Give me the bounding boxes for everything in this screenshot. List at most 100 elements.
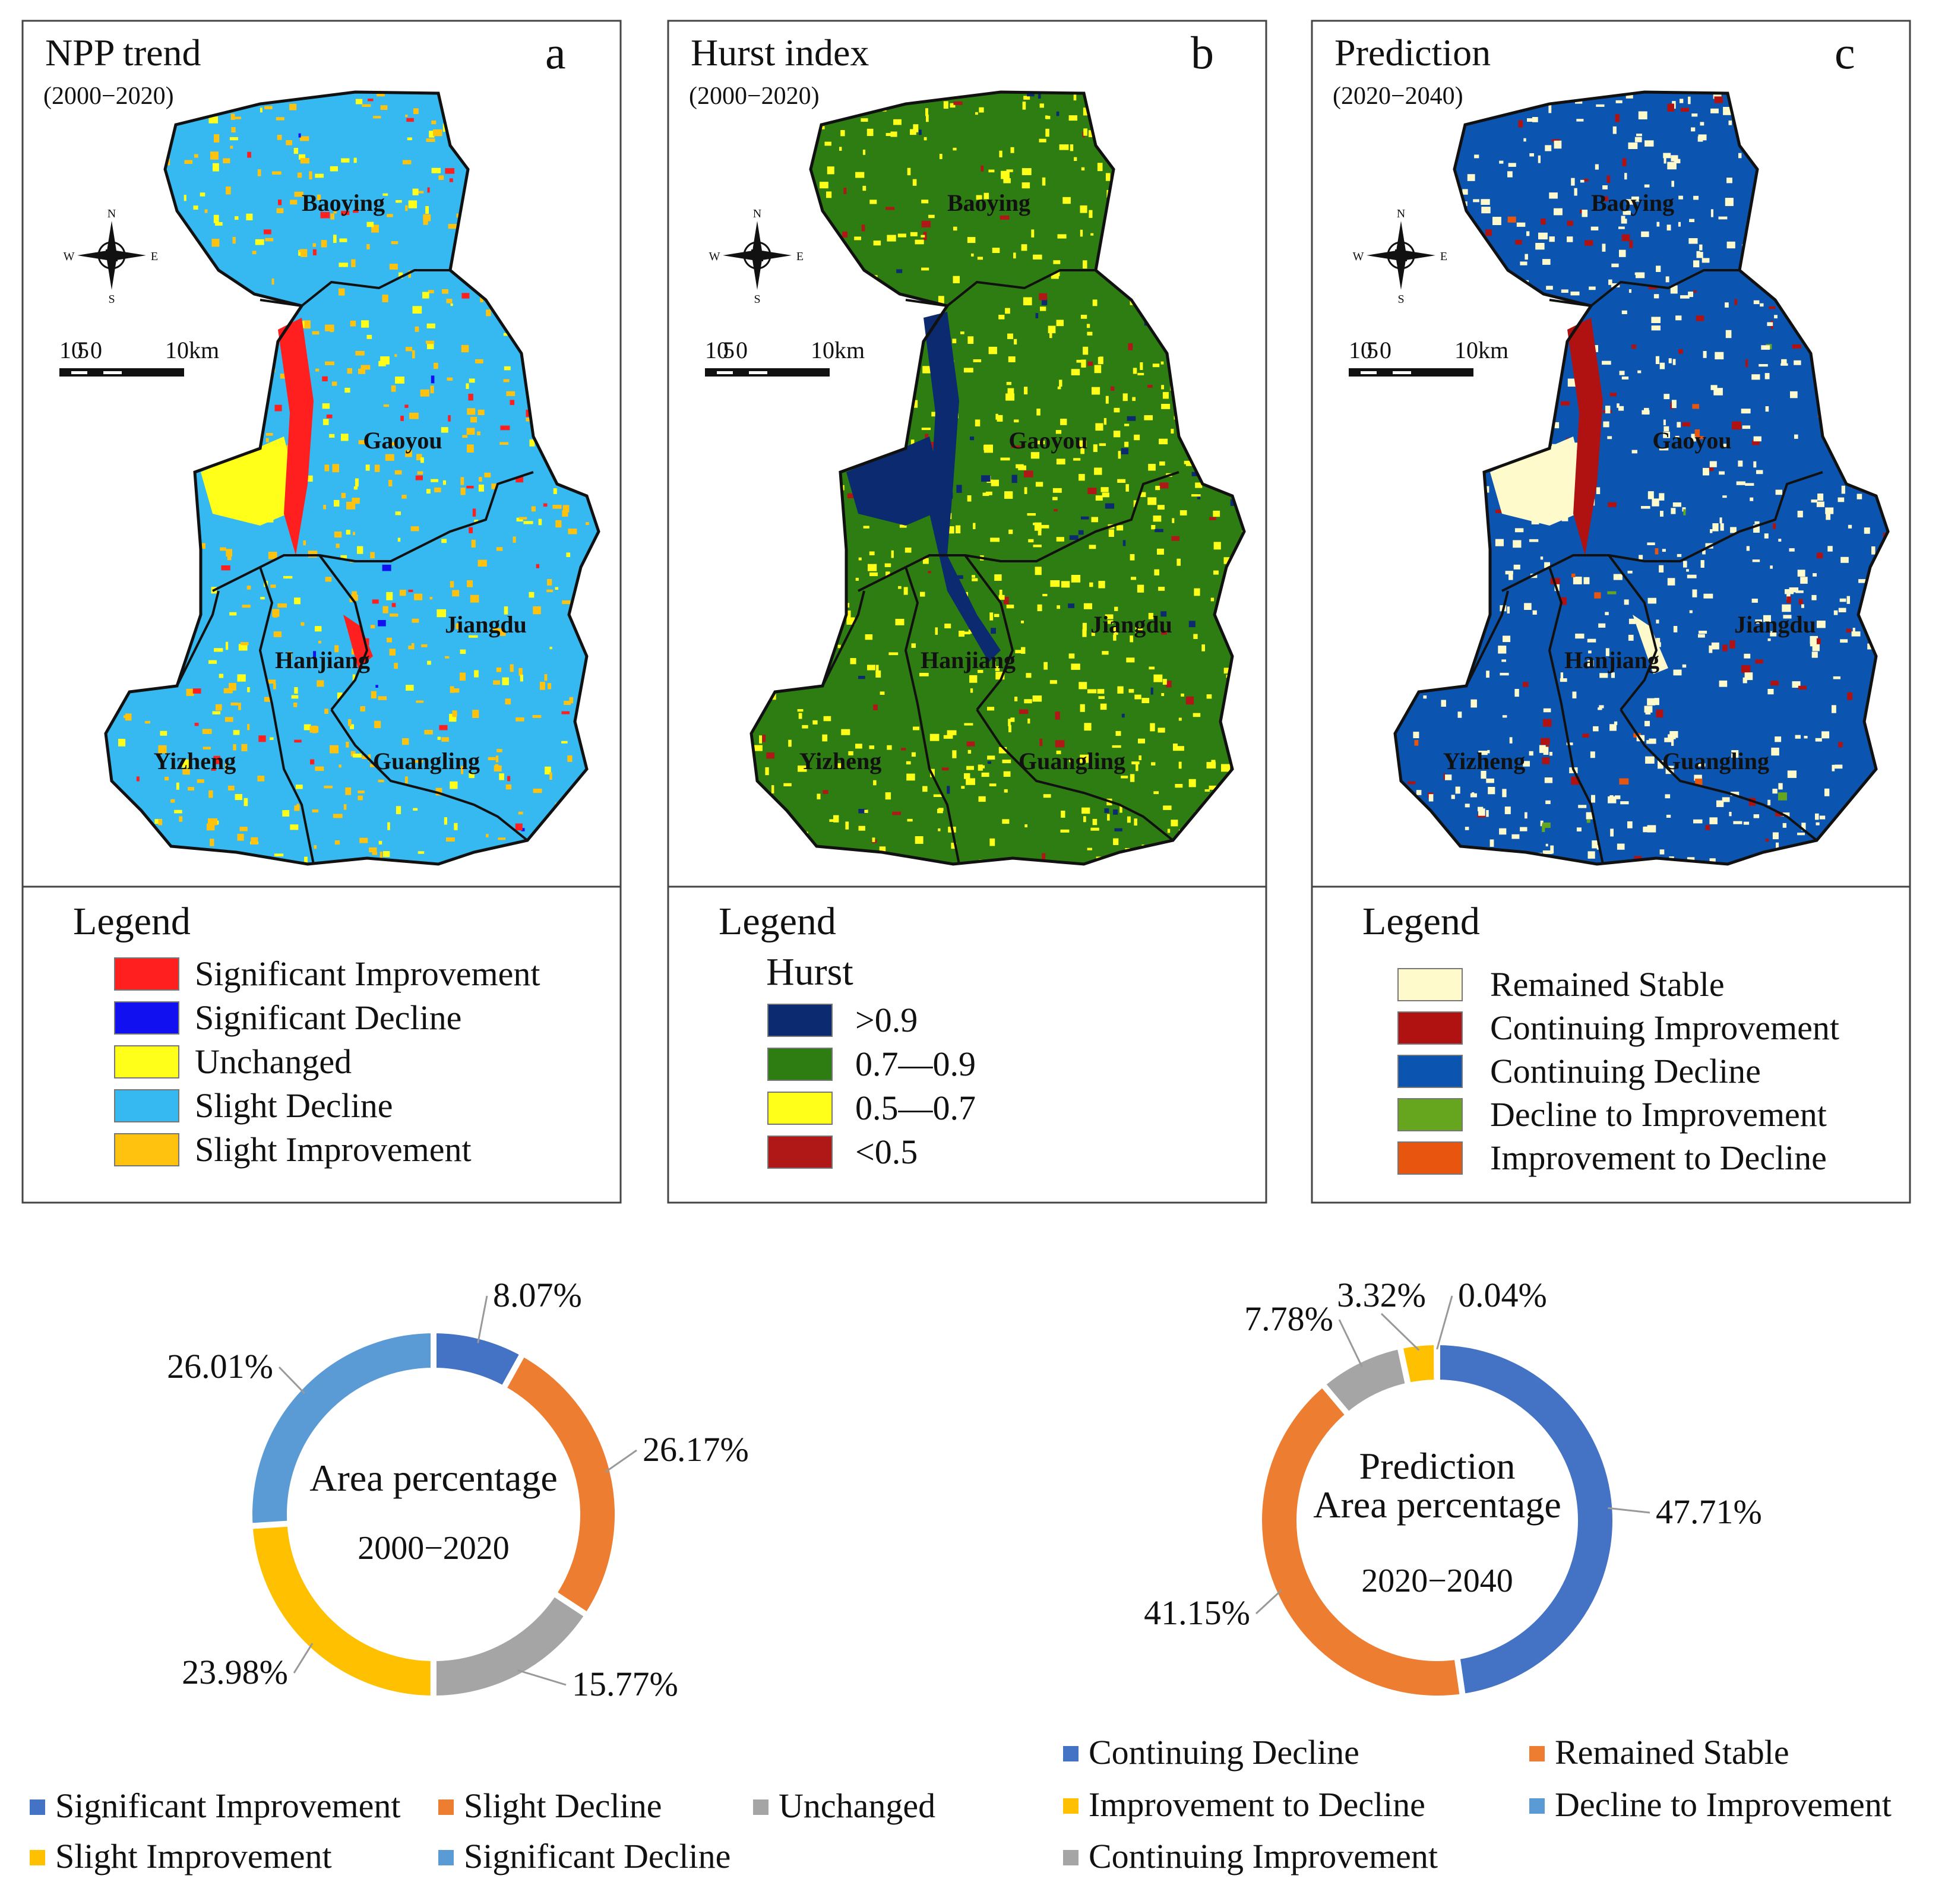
scale-bar-segment <box>717 371 733 374</box>
compass-s: S <box>754 293 760 306</box>
county-label: Baoying <box>302 189 385 216</box>
county-label: Yizheng <box>154 748 236 774</box>
county-label: Yizheng <box>799 748 882 774</box>
north-arrow: N S E W <box>709 207 804 306</box>
scale-label: 0 <box>90 337 102 363</box>
legend-swatch <box>114 1001 179 1035</box>
donut-chart-2: 47.71% 41.15% 7.78%3.32% 0.04% PredictionAre… <box>1063 1276 1892 1875</box>
legend-label: Significant Decline <box>195 998 461 1037</box>
legend-label: Continuing Decline <box>1490 1052 1761 1090</box>
county-border <box>976 709 1174 842</box>
county-border <box>1620 709 1818 842</box>
scale-bar-segment <box>1393 371 1411 374</box>
legend-swatch <box>767 1136 833 1169</box>
water-body <box>201 437 302 526</box>
scale-label: 5 <box>1367 337 1378 363</box>
county-label: Gaoyou <box>1008 427 1087 454</box>
county-border <box>858 471 1179 592</box>
legend-label: Slight Improvement <box>195 1130 472 1169</box>
legend-swatch <box>1397 1141 1463 1175</box>
leader-line <box>1436 1295 1453 1350</box>
donut-slice-remained-stable <box>1256 1380 1466 1701</box>
donut-slice-continuing-decline <box>1434 1339 1619 1700</box>
scale-label: 0 <box>1380 337 1391 363</box>
legend-swatch <box>767 1004 833 1037</box>
water-body <box>1567 318 1603 555</box>
donut-legend-swatch <box>438 1799 454 1815</box>
scale-bar: 105 0 10km <box>59 337 219 377</box>
panel-letter: a <box>545 27 566 78</box>
county-border <box>1501 471 1823 592</box>
panel-period: (2000−2020) <box>43 83 174 110</box>
county-label: Jiangdu <box>445 611 527 638</box>
county-label: Yizheng <box>1443 748 1526 774</box>
compass-e: E <box>796 250 804 263</box>
county-label: Baoying <box>947 189 1030 216</box>
donut-legend-label: Significant Decline <box>464 1837 730 1875</box>
water-body <box>278 318 314 555</box>
county-border <box>1548 567 1604 865</box>
leader-line <box>477 1295 488 1343</box>
donut-title: Area percentage <box>1313 1484 1561 1526</box>
panel-c: Baoying Gaoyou Jiangdu Hanjiang Yizheng Guang… <box>1311 20 1911 1204</box>
scale-bar-segment <box>71 371 87 374</box>
legend-subtitle: Hurst <box>766 950 853 994</box>
donut-subtitle: 2000−2020 <box>358 1530 510 1567</box>
county-label: Guangling <box>373 748 480 774</box>
compass-w: W <box>64 250 75 263</box>
compass-s: S <box>108 293 115 306</box>
county-border <box>964 554 1014 711</box>
scale-bar: 105 0 10km <box>705 337 865 377</box>
scale-label: 10km <box>1454 337 1508 363</box>
donut-legend-label: Remained Stable <box>1555 1733 1789 1772</box>
donut-legend-label: Improvement to Decline <box>1089 1785 1425 1824</box>
legend-label: Remained Stable <box>1490 965 1725 1004</box>
legend-swatch <box>1397 1098 1463 1131</box>
region-outline <box>104 90 600 866</box>
compass-n: N <box>1397 207 1405 220</box>
county-border <box>330 709 529 842</box>
donut-legend-1: Significant Improvement Slight Decline Unc… <box>30 1786 935 1875</box>
panel-letter: c <box>1835 27 1855 78</box>
donut-slice-unchanged <box>430 1589 592 1702</box>
panel-period: (2020−2040) <box>1333 83 1463 110</box>
leader-line <box>1380 1312 1420 1351</box>
county-label: Jiangdu <box>1090 611 1172 638</box>
donut-chart-1: 8.07% 26.17% 15.77% 23.98% 26.01% Area percen… <box>30 1276 935 1875</box>
county-border <box>318 554 369 711</box>
compass-n: N <box>753 207 761 220</box>
scale-label: 10km <box>811 337 865 363</box>
leader-line <box>605 1449 637 1473</box>
donut-title: Prediction <box>1359 1445 1515 1487</box>
donut-slice-significant-decline <box>246 1327 437 1529</box>
county-border <box>1465 590 1509 687</box>
legend-swatch <box>114 1133 179 1166</box>
donut-legend-swatch <box>1063 1746 1079 1761</box>
legend-label: Slight Decline <box>195 1086 393 1125</box>
legend-swatch <box>1397 1055 1463 1088</box>
legend-label: <0.5 <box>855 1133 918 1171</box>
legend-swatch <box>767 1092 833 1125</box>
region-outline <box>749 90 1246 866</box>
pct-label: 41.15% <box>1144 1593 1250 1632</box>
scale-label: 10 <box>1349 337 1372 363</box>
legend-label: Significant Improvement <box>195 954 540 993</box>
county-border <box>258 567 315 865</box>
scale-label: 10 <box>59 337 83 363</box>
county-label: Gaoyou <box>363 427 442 454</box>
compass-s: S <box>1397 293 1404 306</box>
donut-legend-swatch <box>1063 1798 1079 1814</box>
legend-title: Legend <box>719 900 836 943</box>
county-label: Guangling <box>1019 748 1125 774</box>
legend-label: Improvement to Decline <box>1490 1138 1827 1177</box>
donut-legend-swatch <box>30 1850 45 1865</box>
donut-legend-label: Decline to Improvement <box>1555 1785 1892 1824</box>
legend-swatch <box>114 1045 179 1078</box>
county-label: Hanjiang <box>275 647 370 673</box>
pct-label: 0.04% <box>1458 1276 1547 1314</box>
pct-label: 23.98% <box>182 1653 288 1691</box>
pct-label: 7.78% <box>1244 1299 1333 1338</box>
compass-quad <box>106 249 112 255</box>
